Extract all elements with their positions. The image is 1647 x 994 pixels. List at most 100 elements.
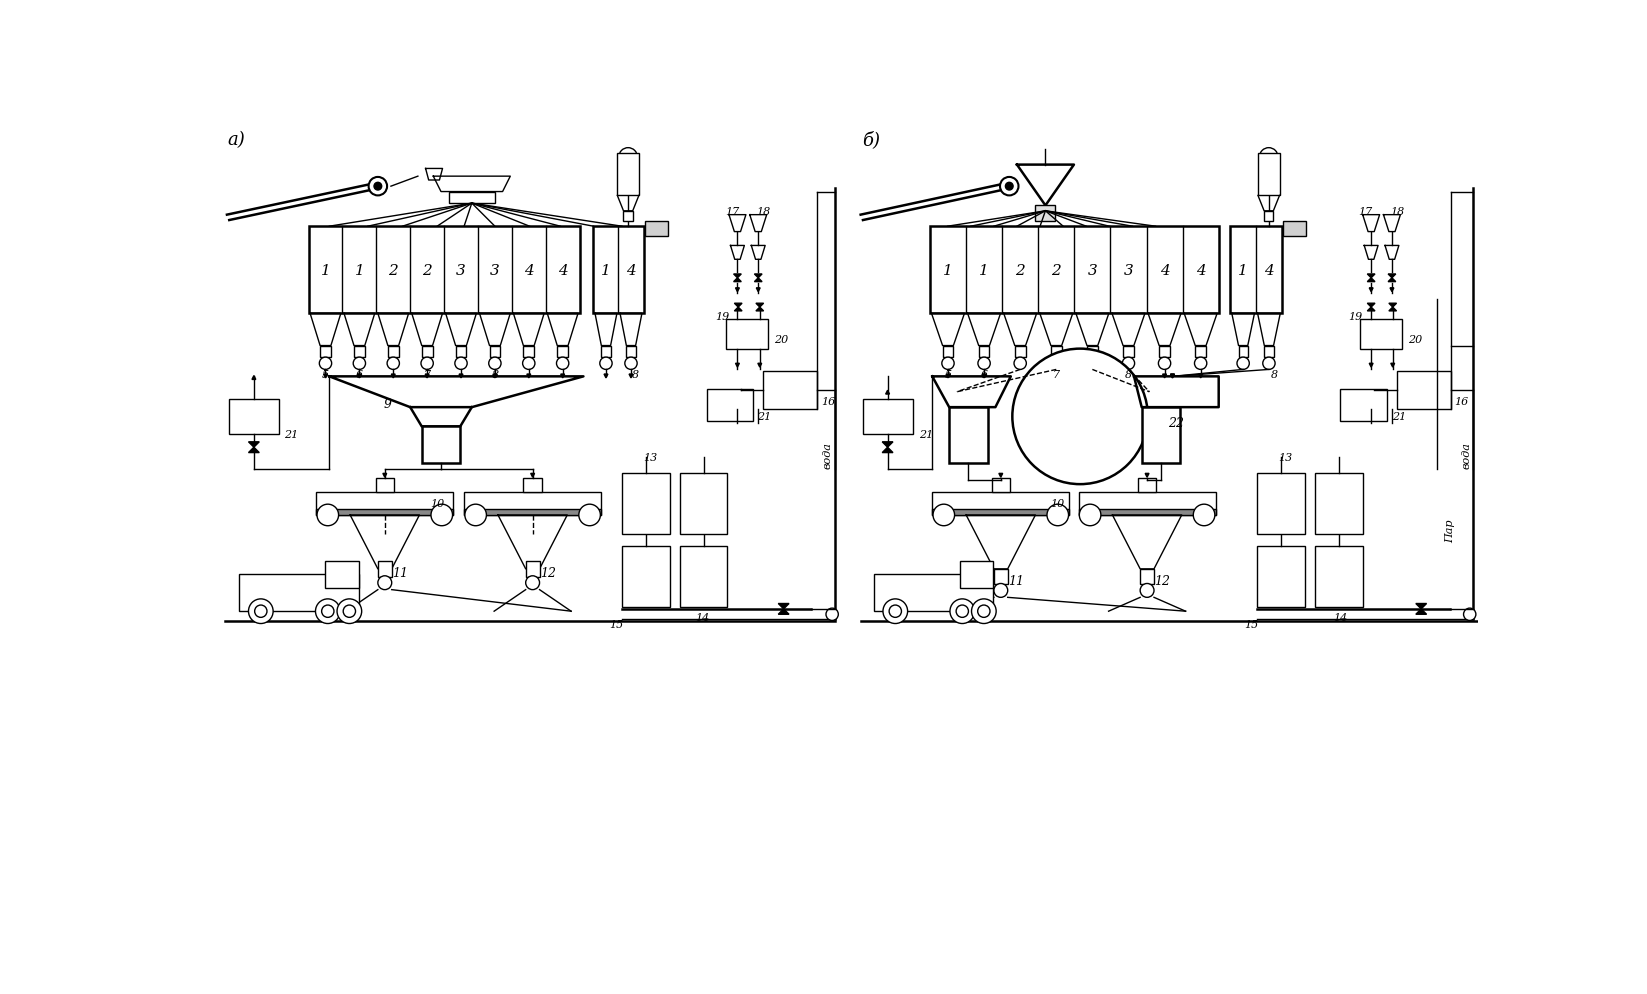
Bar: [626, 346, 636, 358]
Circle shape: [1005, 183, 1013, 191]
Text: a): a): [227, 131, 245, 149]
Polygon shape: [1199, 375, 1202, 379]
Circle shape: [993, 583, 1008, 597]
Text: 17: 17: [1357, 207, 1372, 217]
Circle shape: [455, 358, 468, 370]
Circle shape: [369, 178, 387, 196]
Polygon shape: [998, 474, 1003, 478]
Bar: [960, 562, 993, 588]
Polygon shape: [756, 308, 764, 311]
Bar: [1087, 346, 1099, 358]
Circle shape: [1194, 505, 1215, 526]
Text: 21: 21: [758, 412, 771, 422]
Polygon shape: [1367, 308, 1375, 311]
Polygon shape: [1388, 308, 1397, 311]
Text: 12: 12: [540, 567, 557, 580]
Circle shape: [889, 605, 901, 617]
Text: 10: 10: [430, 499, 445, 509]
Bar: [932, 509, 1069, 516]
Polygon shape: [460, 375, 463, 379]
Circle shape: [624, 358, 637, 370]
Bar: [316, 509, 453, 516]
Circle shape: [343, 605, 356, 617]
Polygon shape: [1163, 375, 1166, 379]
Polygon shape: [323, 375, 328, 379]
Bar: [942, 346, 954, 358]
Text: 8: 8: [491, 370, 499, 380]
Polygon shape: [883, 442, 893, 447]
Text: 7: 7: [423, 370, 432, 380]
Circle shape: [525, 577, 540, 590]
Bar: [993, 570, 1008, 584]
Polygon shape: [1145, 474, 1150, 478]
Circle shape: [1158, 358, 1171, 370]
Bar: [1036, 206, 1056, 222]
Circle shape: [249, 599, 273, 624]
Bar: [316, 492, 453, 516]
Circle shape: [1194, 358, 1207, 370]
Polygon shape: [1416, 609, 1426, 614]
Bar: [1265, 212, 1273, 222]
Circle shape: [978, 358, 990, 370]
Text: 7: 7: [1052, 370, 1059, 380]
Bar: [1159, 346, 1169, 358]
Bar: [354, 346, 364, 358]
Polygon shape: [754, 278, 763, 282]
Circle shape: [432, 505, 453, 526]
Bar: [1341, 390, 1387, 421]
Text: 5: 5: [944, 370, 952, 380]
Bar: [931, 227, 1219, 314]
Text: 13: 13: [644, 452, 657, 463]
Text: 4: 4: [626, 263, 636, 277]
Text: 10: 10: [1049, 499, 1064, 509]
Circle shape: [619, 148, 637, 167]
Text: 20: 20: [1408, 335, 1421, 345]
Bar: [624, 212, 632, 222]
Text: 9: 9: [384, 398, 390, 411]
Circle shape: [957, 605, 968, 617]
Text: 8: 8: [632, 370, 639, 380]
Text: 13: 13: [1278, 452, 1293, 463]
Circle shape: [827, 608, 838, 621]
Polygon shape: [779, 604, 789, 609]
Circle shape: [950, 599, 975, 624]
Circle shape: [377, 577, 392, 590]
Bar: [1257, 473, 1304, 535]
Bar: [464, 492, 601, 516]
Circle shape: [422, 358, 433, 370]
Bar: [377, 562, 392, 577]
Circle shape: [1237, 358, 1250, 370]
Circle shape: [1079, 505, 1100, 526]
Text: 19: 19: [715, 312, 730, 322]
Bar: [1141, 408, 1181, 463]
Text: 16: 16: [822, 397, 835, 407]
Polygon shape: [883, 447, 893, 453]
Bar: [1314, 546, 1362, 607]
Polygon shape: [733, 278, 741, 282]
Circle shape: [352, 358, 366, 370]
Text: 4: 4: [1159, 263, 1169, 277]
Polygon shape: [945, 375, 950, 379]
Text: 5: 5: [321, 370, 329, 380]
Circle shape: [316, 599, 341, 624]
Circle shape: [1047, 505, 1069, 526]
Bar: [448, 193, 494, 204]
Polygon shape: [604, 375, 608, 379]
Polygon shape: [560, 375, 565, 379]
Text: 14: 14: [695, 612, 710, 622]
Circle shape: [1140, 583, 1155, 597]
Polygon shape: [249, 447, 259, 453]
Bar: [873, 575, 993, 611]
Circle shape: [942, 358, 954, 370]
Bar: [991, 478, 1010, 492]
Polygon shape: [1171, 375, 1174, 379]
Bar: [376, 478, 394, 492]
Text: 17: 17: [725, 207, 740, 217]
Bar: [680, 546, 728, 607]
Polygon shape: [1388, 274, 1395, 278]
Text: 22: 22: [1168, 416, 1184, 429]
Text: 4: 4: [558, 263, 568, 277]
Bar: [707, 390, 753, 421]
Text: 3: 3: [1087, 263, 1097, 277]
Text: 2: 2: [422, 263, 432, 277]
